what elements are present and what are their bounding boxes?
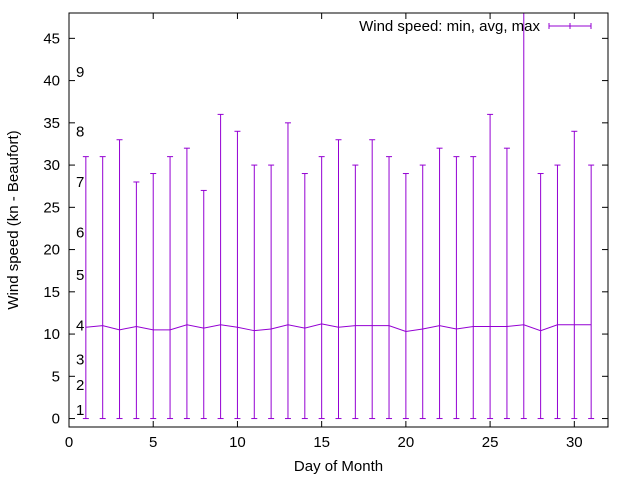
beaufort-label: 7 bbox=[76, 174, 84, 191]
legend-label: Wind speed: min, avg, max bbox=[359, 18, 540, 35]
beaufort-label: 2 bbox=[76, 377, 84, 394]
beaufort-label: 4 bbox=[76, 318, 84, 335]
y-tick-label: 25 bbox=[43, 199, 60, 216]
x-tick-label: 25 bbox=[482, 434, 499, 451]
y-tick-label: 30 bbox=[43, 157, 60, 174]
beaufort-label: 1 bbox=[76, 402, 84, 419]
beaufort-label: 5 bbox=[76, 267, 84, 284]
x-tick-label: 10 bbox=[229, 434, 246, 451]
beaufort-label: 3 bbox=[76, 351, 84, 368]
x-tick-label: 15 bbox=[313, 434, 330, 451]
error-bars bbox=[82, 13, 595, 420]
y-tick-label: 45 bbox=[43, 30, 60, 47]
plot-frame bbox=[68, 12, 609, 428]
legend: Wind speed: min, avg, max bbox=[359, 18, 592, 35]
x-tick-label: 5 bbox=[149, 434, 157, 451]
legend-sample bbox=[548, 23, 592, 29]
x-axis-label: Day of Month bbox=[294, 458, 383, 475]
x-tick-label: 20 bbox=[398, 434, 415, 451]
y-tick-label: 5 bbox=[52, 368, 60, 385]
y-tick-label: 15 bbox=[43, 284, 60, 301]
x-tick-label: 30 bbox=[566, 434, 583, 451]
y-tick-label: 20 bbox=[43, 242, 60, 259]
beaufort-annotations: 1 2 3 4 5 6 7 8 9 bbox=[76, 64, 84, 419]
y-tick-label: 10 bbox=[43, 326, 60, 343]
y-tick-label: 40 bbox=[43, 73, 60, 90]
beaufort-label: 8 bbox=[76, 123, 84, 140]
y-axis-label: Wind speed (kn - Beaufort) bbox=[5, 130, 22, 309]
beaufort-label: 6 bbox=[76, 225, 84, 242]
beaufort-label: 9 bbox=[76, 64, 84, 81]
y-tick-label: 0 bbox=[52, 411, 60, 428]
y-tick-label: 35 bbox=[43, 115, 60, 132]
x-tick-label: 0 bbox=[65, 434, 73, 451]
